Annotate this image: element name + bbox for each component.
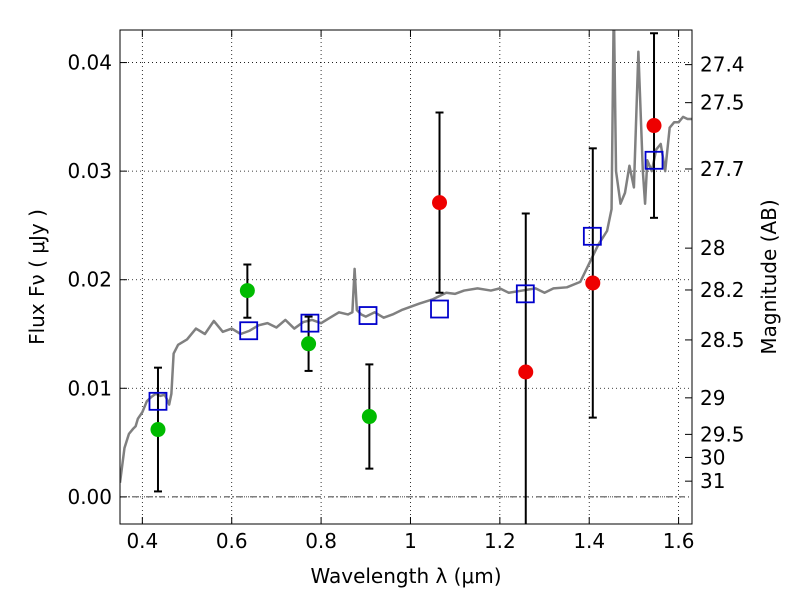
x-tick-label: 1.2 (484, 529, 516, 553)
magnitude-tick-label: 28 (700, 236, 725, 260)
y-tick-label: 0.01 (67, 376, 112, 400)
magnitude-tick-label: 28.5 (700, 328, 745, 352)
magnitude-tick-label: 28.2 (700, 278, 745, 302)
red-points (432, 118, 662, 380)
x-tick-label: 0.6 (216, 529, 248, 553)
model-square (582, 226, 602, 246)
red-point (585, 275, 601, 291)
red-point (518, 364, 534, 380)
model-square (430, 299, 449, 319)
plot-frame (119, 29, 693, 525)
green-point (239, 283, 255, 299)
y-tick-label: 0.00 (67, 485, 112, 509)
magnitude-tick-label: 29 (700, 386, 725, 410)
x-tick-label: 1.4 (573, 529, 605, 553)
magnitude-tick-label: 29.5 (700, 422, 745, 446)
green-point (301, 336, 317, 352)
x-axis-title: Wavelength λ (μm) (310, 564, 501, 588)
magnitude-tick-label: 31 (700, 469, 725, 493)
model-squares (148, 150, 664, 411)
plot-area (120, 30, 692, 524)
magnitude-tick-label: 27.7 (700, 157, 745, 181)
magnitude-axis-title: Magnitude (AB) (757, 199, 781, 354)
green-point (361, 409, 377, 425)
x-tick-label: 0.4 (126, 529, 158, 553)
y-axis-title: Flux Fν ( μJy ) (25, 209, 49, 345)
model-square (148, 391, 168, 411)
x-tick-label: 1.6 (663, 529, 695, 553)
magnitude-tick-label: 30 (700, 445, 725, 469)
magnitude-tick-label: 27.4 (700, 53, 745, 77)
model-square (515, 284, 535, 304)
green-point (150, 422, 166, 438)
magnitude-tick-label: 27.5 (700, 91, 745, 115)
red-point (432, 195, 448, 211)
y-axis-ticks: 0.00 0.01 0.02 0.03 0.04 (67, 51, 127, 509)
y-tick-label: 0.03 (67, 159, 112, 183)
model-square (239, 321, 259, 341)
x-tick-label: 0.8 (305, 529, 337, 553)
red-point (646, 118, 662, 134)
green-points (150, 283, 377, 438)
model-square (300, 313, 320, 333)
y-tick-label: 0.04 (67, 51, 112, 75)
sed-template-line (120, 30, 692, 483)
x-tick-label: 1 (404, 529, 417, 553)
model-square (644, 150, 664, 170)
x-axis-ticks: 0.4 0.6 0.8 1 1.2 1.4 1.6 (126, 30, 695, 553)
model-square (358, 306, 378, 325)
y-tick-label: 0.02 (67, 268, 112, 292)
